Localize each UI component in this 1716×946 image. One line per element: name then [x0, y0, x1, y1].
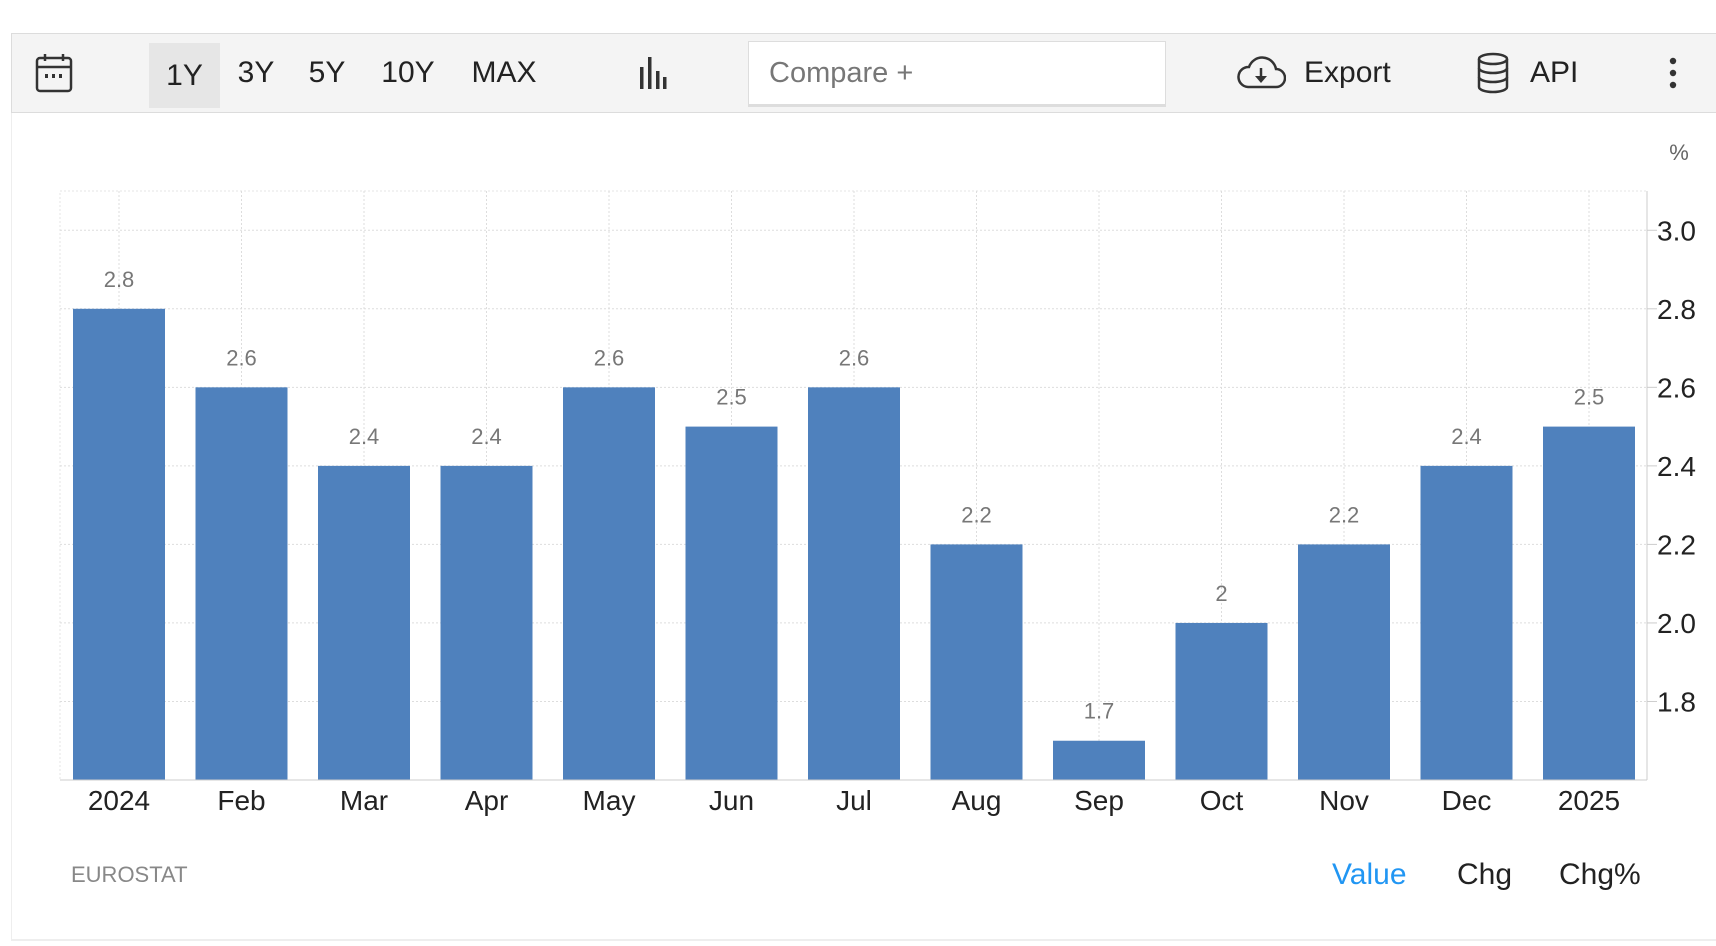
y-tick-label: 3.0 — [1657, 215, 1696, 246]
data-label: 2.6 — [594, 345, 625, 370]
bar-Mar — [318, 465, 410, 780]
x-tick-label: Dec — [1442, 785, 1492, 816]
data-label: 2.5 — [716, 385, 747, 410]
data-label: 2.6 — [226, 345, 257, 370]
chart-toolbar: 1Y 3Y 5Y 10Y MAX Compare + Export API — [11, 33, 1716, 113]
mode-chg-pct-button[interactable]: Chg% — [1559, 858, 1641, 891]
y-tick-label: 2.2 — [1657, 529, 1696, 560]
mode-value-button[interactable]: Value — [1332, 858, 1407, 891]
mode-chg-button[interactable]: Chg — [1457, 858, 1513, 891]
x-tick-label: Nov — [1319, 785, 1369, 816]
data-label: 1.7 — [1084, 699, 1115, 724]
bar-2024 — [73, 308, 165, 780]
x-tick-label: Oct — [1200, 785, 1244, 816]
chart-panel — [11, 113, 1716, 941]
calendar-icon — [35, 54, 73, 93]
api-button[interactable]: API — [1476, 34, 1578, 112]
bar-Jul — [808, 387, 900, 780]
data-label: 2.5 — [1574, 385, 1605, 410]
bar-May — [563, 387, 655, 780]
range-3y-button[interactable]: 3Y — [233, 34, 279, 112]
data-label: 2.4 — [349, 424, 380, 449]
x-tick-label: Feb — [217, 785, 265, 816]
data-label: 2.8 — [104, 267, 135, 292]
api-label: API — [1530, 56, 1579, 89]
x-tick-label: Jun — [709, 785, 754, 816]
y-tick-label: 2.4 — [1657, 451, 1696, 482]
bar-Jun — [685, 426, 778, 780]
range-label: MAX — [471, 56, 537, 89]
data-label: 2.6 — [839, 345, 870, 370]
data-label: 2.4 — [471, 424, 502, 449]
bar-Oct — [1175, 622, 1268, 780]
x-tick-label: 2024 — [88, 785, 150, 816]
range-1y-button[interactable]: 1Y — [149, 43, 220, 108]
data-label: 2 — [1215, 581, 1227, 606]
range-10y-button[interactable]: 10Y — [378, 34, 438, 112]
y-tick-label: 2.6 — [1657, 372, 1696, 403]
cloud-download-icon — [1237, 56, 1286, 89]
export-button[interactable]: Export — [1236, 34, 1391, 112]
bar-Dec — [1420, 465, 1513, 780]
data-label: 2.2 — [1329, 502, 1360, 527]
y-tick-label: 2.0 — [1657, 608, 1696, 639]
range-5y-button[interactable]: 5Y — [304, 34, 350, 112]
bar-Aug — [930, 544, 1023, 780]
bar-Apr — [440, 465, 533, 780]
bar-Nov — [1298, 544, 1390, 780]
more-options-button[interactable] — [1668, 34, 1678, 112]
export-label: Export — [1304, 56, 1391, 89]
range-label: 3Y — [237, 56, 275, 89]
range-label: 5Y — [308, 56, 346, 89]
y-tick-label: 2.8 — [1657, 294, 1696, 325]
x-tick-label: Aug — [952, 785, 1002, 816]
database-icon — [1477, 52, 1509, 94]
x-tick-label: Jul — [836, 785, 872, 816]
x-tick-label: 2025 — [1558, 785, 1620, 816]
data-label: 2.4 — [1451, 424, 1482, 449]
x-tick-label: May — [583, 785, 636, 816]
bar-Feb — [195, 387, 288, 780]
x-tick-label: Sep — [1074, 785, 1124, 816]
data-label: 2.2 — [961, 502, 992, 527]
chart-type-button[interactable] — [637, 34, 667, 112]
x-tick-label: Mar — [340, 785, 388, 816]
compare-input[interactable]: Compare + — [748, 41, 1166, 107]
bar-Sep — [1053, 740, 1145, 780]
range-label: 10Y — [381, 56, 435, 89]
range-label: 1Y — [166, 58, 203, 92]
kebab-menu-icon — [1669, 57, 1677, 89]
bar-2025 — [1543, 426, 1635, 780]
source-label: EUROSTAT — [71, 862, 188, 887]
range-max-button[interactable]: MAX — [467, 34, 541, 112]
x-tick-label: Apr — [465, 785, 509, 816]
bar-chart-icon — [640, 57, 667, 89]
calendar-button[interactable] — [34, 34, 74, 112]
y-tick-label: 1.8 — [1657, 686, 1696, 717]
y-axis-unit: % — [1669, 140, 1689, 165]
